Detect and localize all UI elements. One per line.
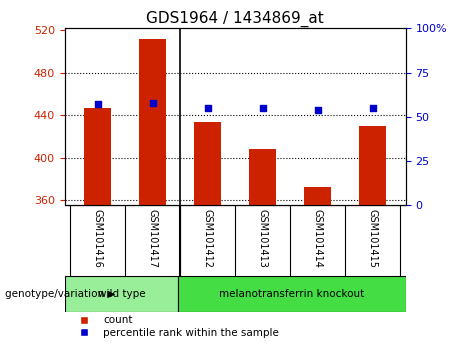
Bar: [84, 108, 111, 205]
Text: GSM101414: GSM101414: [313, 209, 323, 268]
Text: GSM101417: GSM101417: [148, 209, 158, 268]
Text: wild type: wild type: [98, 289, 145, 299]
Point: [149, 100, 156, 105]
Bar: [249, 149, 277, 205]
Text: genotype/variation ▶: genotype/variation ▶: [5, 289, 115, 299]
FancyBboxPatch shape: [178, 276, 406, 312]
Text: melanotransferrin knockout: melanotransferrin knockout: [219, 289, 365, 299]
Point: [369, 105, 376, 111]
FancyBboxPatch shape: [65, 276, 178, 312]
Point: [94, 102, 101, 107]
Title: GDS1964 / 1434869_at: GDS1964 / 1434869_at: [146, 11, 324, 27]
Legend: count, percentile rank within the sample: count, percentile rank within the sample: [70, 311, 283, 342]
Point: [204, 105, 211, 111]
Bar: [359, 126, 386, 205]
Bar: [139, 39, 166, 205]
Text: GSM101415: GSM101415: [368, 209, 378, 268]
Text: GSM101416: GSM101416: [93, 209, 102, 268]
Point: [259, 105, 266, 111]
Text: GSM101413: GSM101413: [258, 209, 268, 268]
Text: GSM101412: GSM101412: [202, 209, 213, 268]
Bar: [194, 121, 221, 205]
Bar: [304, 187, 331, 205]
Point: [314, 107, 321, 113]
